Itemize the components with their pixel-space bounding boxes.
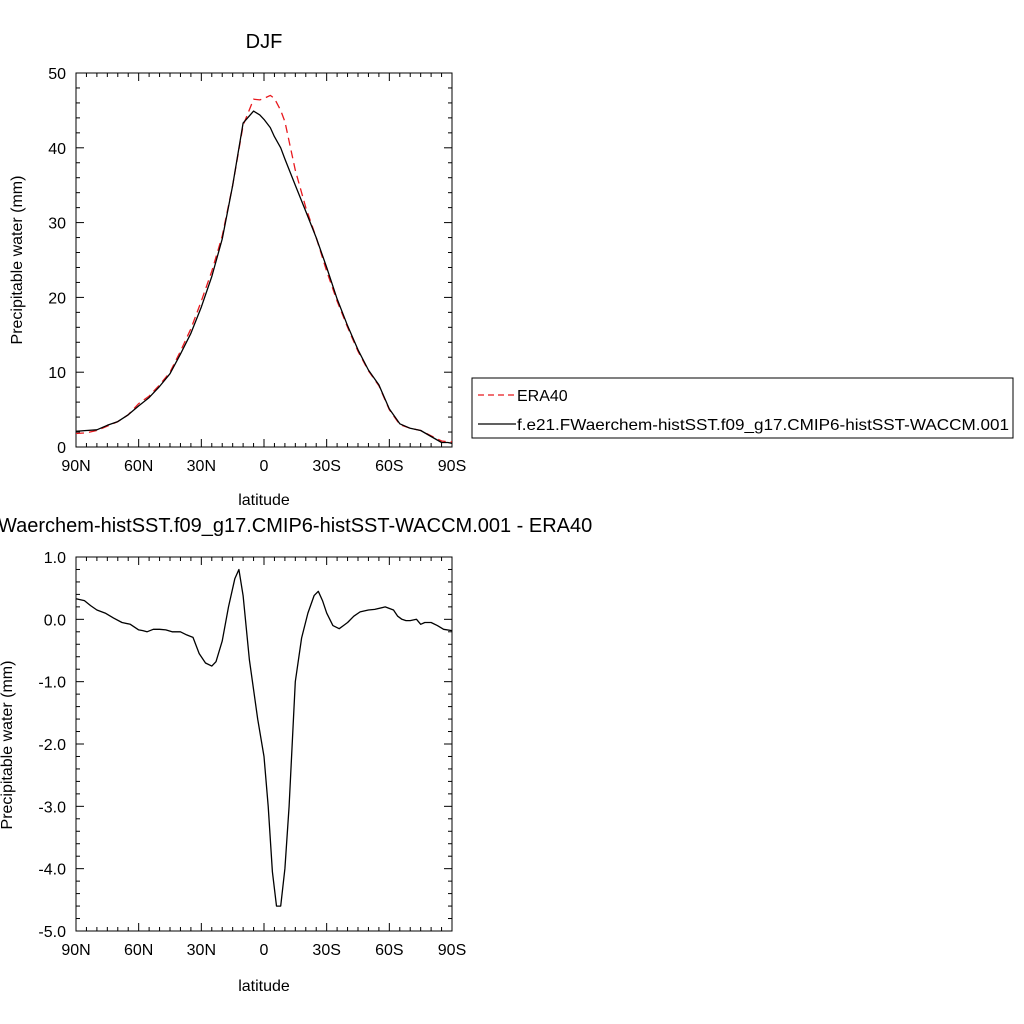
x-tick-label: 90N <box>61 942 90 959</box>
bottom-plot-y-axis-label: Precipitable water (mm) <box>0 661 16 830</box>
bottom-plot-x-tick-labels: 90N 60N 30N 0 30S 60S 90S <box>61 942 466 959</box>
y-tick-label: 1.0 <box>44 550 66 567</box>
y-tick-label: 10 <box>48 365 66 382</box>
x-tick-label: 60S <box>375 942 403 959</box>
bottom-plot-series <box>75 568 453 907</box>
x-tick-label: 30S <box>312 942 340 959</box>
legend-label-model: f.e21.FWaerchem-histSST.f09_g17.CMIP6-hi… <box>517 417 1009 434</box>
bottom-plot-ticks <box>75 556 453 932</box>
top-plot-x-tick-labels: 90N 60N 30N 0 30S 60S 90S <box>61 458 466 475</box>
top-plot-title: DJF <box>246 31 283 53</box>
legend-label-era40: ERA40 <box>517 388 568 405</box>
bottom-plot-x-axis-label: latitude <box>238 978 290 995</box>
bottom-plot: f.e21.FWaerchem-histSST.f09_g17.CMIP6-hi… <box>0 515 592 995</box>
legend: ERA40 f.e21.FWaerchem-histSST.f09_g17.CM… <box>471 377 1014 439</box>
y-tick-label: -2.0 <box>38 737 66 754</box>
x-tick-label: 30N <box>187 942 216 959</box>
top-plot-ticks <box>75 72 453 448</box>
top-plot-x-axis-label: latitude <box>238 492 290 509</box>
top-plot-y-tick-labels: 0 10 20 30 40 50 <box>48 66 66 457</box>
series-line-era40 <box>75 94 452 443</box>
y-tick-label: -1.0 <box>38 675 66 692</box>
x-tick-label: 30S <box>312 458 340 475</box>
bottom-plot-title: f.e21.FWaerchem-histSST.f09_g17.CMIP6-hi… <box>0 515 592 537</box>
top-plot-series <box>75 94 453 444</box>
x-tick-label: 0 <box>260 458 269 475</box>
x-tick-label: 60N <box>124 942 153 959</box>
x-tick-label: 0 <box>260 942 269 959</box>
y-tick-label: 20 <box>48 290 66 307</box>
top-plot-frame <box>75 72 453 448</box>
y-tick-label: 0 <box>57 440 66 457</box>
x-tick-label: 60S <box>375 458 403 475</box>
y-tick-label: 0.0 <box>44 612 66 629</box>
y-tick-label: -5.0 <box>38 924 66 941</box>
y-tick-label: -3.0 <box>38 799 66 816</box>
x-tick-label: 60N <box>124 458 153 475</box>
y-tick-label: 50 <box>48 66 66 83</box>
series-line-model <box>75 110 453 444</box>
y-tick-label: 40 <box>48 141 66 158</box>
x-tick-label: 90N <box>61 458 90 475</box>
x-tick-label: 30N <box>187 458 216 475</box>
series-line-difference <box>75 568 453 907</box>
y-tick-label: 30 <box>48 216 66 233</box>
bottom-plot-y-tick-labels: -5.0 -4.0 -3.0 -2.0 -1.0 0.0 1.0 <box>38 550 66 941</box>
x-tick-label: 90S <box>438 942 466 959</box>
y-tick-label: -4.0 <box>38 862 66 879</box>
top-plot-y-axis-label: Precipitable water (mm) <box>9 176 26 345</box>
x-tick-label: 90S <box>438 458 466 475</box>
top-plot: DJF 90N 60N 30N 0 30S 60S 90S 0 10 20 30 40 50 lati… <box>9 31 466 509</box>
legend-box <box>471 377 1014 439</box>
